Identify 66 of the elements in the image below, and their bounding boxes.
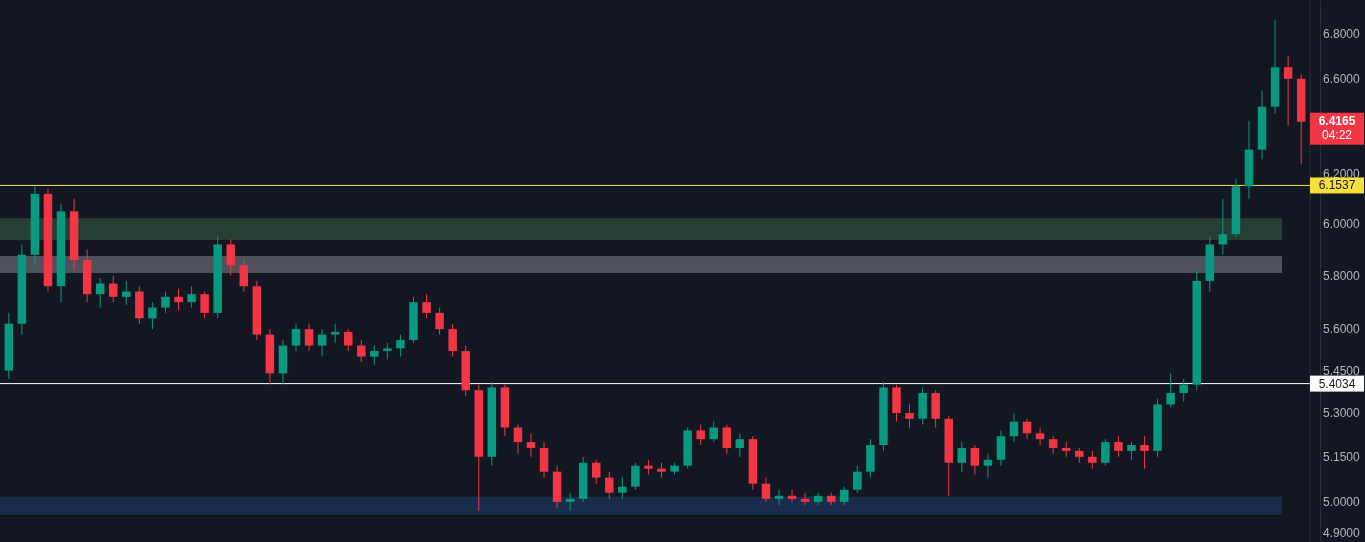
text: 04:22 xyxy=(1321,127,1353,142)
candlestick xyxy=(513,424,523,455)
candlestick xyxy=(853,465,862,494)
candlestick xyxy=(787,489,797,503)
candlestick xyxy=(1140,435,1149,470)
candlestick xyxy=(631,462,640,491)
y-tick-label: 6.6000 xyxy=(1323,72,1361,87)
y-tick-label: 6.8000 xyxy=(1323,26,1361,41)
candlestick xyxy=(370,345,379,366)
candlestick xyxy=(1114,435,1123,458)
candlestick xyxy=(239,259,249,293)
candlestick xyxy=(448,323,457,358)
candlestick xyxy=(722,424,732,455)
candlestick xyxy=(1101,438,1110,467)
candlestick xyxy=(1283,55,1293,127)
candlestick xyxy=(200,291,209,319)
candlestick xyxy=(565,492,575,512)
candlestick xyxy=(148,301,157,330)
y-tick-label: 5.8000 xyxy=(1323,269,1361,283)
candlestick xyxy=(996,429,1006,467)
candlestick xyxy=(618,477,627,500)
candlestick xyxy=(317,328,327,358)
candlestick xyxy=(1009,412,1019,443)
candlestick xyxy=(174,288,183,311)
candlestick xyxy=(840,486,849,506)
candlestick xyxy=(761,477,771,503)
candlestick xyxy=(605,471,614,500)
text: 6.4165 xyxy=(1318,113,1356,128)
candlestick xyxy=(161,291,170,314)
candlestick xyxy=(1035,427,1045,446)
candlestick xyxy=(109,275,118,303)
candlestick xyxy=(905,403,914,428)
candlestick xyxy=(696,424,705,446)
candlestick xyxy=(1179,378,1188,403)
y-tick-label: 6.0000 xyxy=(1323,217,1361,232)
candlestick xyxy=(435,307,444,336)
candlestick xyxy=(957,441,967,473)
y-tick-label: 5.6000 xyxy=(1323,322,1361,337)
candlestick xyxy=(304,323,314,352)
candlestick xyxy=(422,293,431,319)
y-tick-label: 5.1500 xyxy=(1323,450,1361,465)
candlestick xyxy=(1218,198,1228,256)
candlestick xyxy=(539,441,549,479)
candlestick xyxy=(709,421,718,443)
candlestick xyxy=(357,339,366,363)
candlestick xyxy=(187,285,196,309)
candlestick xyxy=(526,432,536,458)
y-tick-label: 5.3000 xyxy=(1323,406,1361,421)
ref-line-label: 6.1537 xyxy=(1318,178,1356,193)
ref-line-label: 5.4034 xyxy=(1318,376,1356,391)
candlestick xyxy=(122,280,131,306)
y-tick-label: 5.4500 xyxy=(1323,363,1361,378)
candlestick xyxy=(330,323,340,344)
candlestick xyxy=(735,432,745,458)
candlestick xyxy=(291,323,301,352)
candlestick xyxy=(1166,372,1175,408)
y-tick-label: 5.0000 xyxy=(1323,495,1361,510)
candlestick xyxy=(774,489,784,506)
candlestick xyxy=(226,238,235,277)
candlestick xyxy=(396,334,405,358)
candlestick xyxy=(983,453,993,479)
candlestick xyxy=(343,328,353,352)
candlestick xyxy=(592,459,601,485)
candlestick xyxy=(970,444,980,476)
y-tick-label: 4.9000 xyxy=(1323,525,1361,540)
candlestick xyxy=(800,492,810,506)
